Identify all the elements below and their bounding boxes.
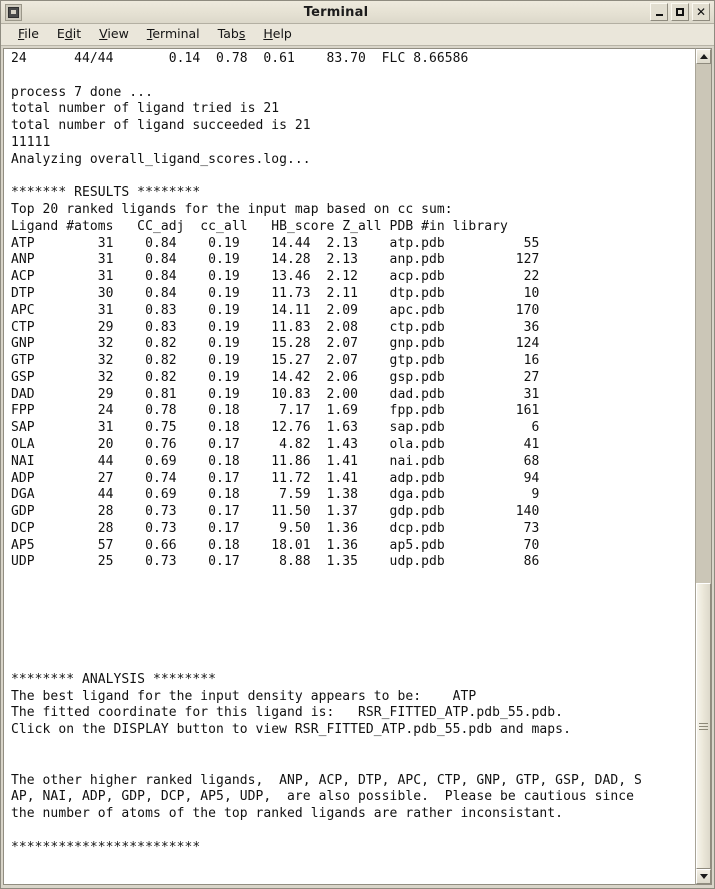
arrow-up-icon bbox=[699, 54, 708, 59]
menu-item-help[interactable]: Help bbox=[256, 25, 299, 44]
terminal-body: 24 44/44 0.14 0.78 0.61 83.70 FLC 8.6658… bbox=[1, 46, 714, 888]
scroll-up-button[interactable] bbox=[696, 49, 711, 64]
menu-item-tabs[interactable]: Tabs bbox=[211, 25, 253, 44]
menu-item-help-mnemonic: H bbox=[263, 26, 273, 41]
menu-item-tabs-pre: Tab bbox=[217, 26, 239, 41]
menu-item-file-mnemonic: F bbox=[18, 26, 25, 41]
arrow-down-icon bbox=[699, 874, 708, 879]
menu-bar: File Edit View Terminal Tabs Help bbox=[1, 24, 714, 46]
terminal-icon[interactable] bbox=[5, 3, 22, 21]
terminal-screen[interactable]: 24 44/44 0.14 0.78 0.61 83.70 FLC 8.6658… bbox=[3, 48, 695, 885]
menu-item-view-post: iew bbox=[107, 26, 129, 41]
terminal-output: 24 44/44 0.14 0.78 0.61 83.70 FLC 8.6658… bbox=[11, 51, 642, 855]
maximize-icon bbox=[676, 8, 684, 16]
vertical-scrollbar[interactable] bbox=[695, 48, 712, 885]
minimize-button[interactable] bbox=[650, 3, 668, 21]
terminal-icon-glyph bbox=[8, 6, 19, 18]
menu-item-file[interactable]: File bbox=[11, 25, 46, 44]
minimize-icon bbox=[655, 13, 663, 16]
window-controls: ✕ bbox=[650, 3, 710, 21]
menu-item-help-post: elp bbox=[272, 26, 292, 41]
menu-item-terminal-mnemonic: T bbox=[146, 26, 153, 41]
scrollbar-trough[interactable] bbox=[696, 64, 711, 869]
menu-item-edit-pre: E bbox=[56, 26, 65, 41]
menu-item-file-post: ile bbox=[24, 26, 39, 41]
menu-item-terminal-post: erminal bbox=[152, 26, 200, 41]
menu-item-view-mnemonic: V bbox=[99, 26, 108, 41]
scroll-down-button[interactable] bbox=[696, 869, 711, 884]
close-icon: ✕ bbox=[695, 4, 707, 19]
maximize-button[interactable] bbox=[671, 3, 689, 21]
window-title: Terminal bbox=[303, 4, 369, 20]
menu-item-edit-mnemonic: d bbox=[64, 26, 73, 41]
menu-item-tabs-mnemonic: s bbox=[238, 26, 246, 41]
grip-icon bbox=[699, 722, 708, 730]
menu-item-terminal[interactable]: Terminal bbox=[140, 25, 207, 44]
scrollbar-thumb[interactable] bbox=[696, 583, 711, 869]
menu-item-view[interactable]: View bbox=[92, 25, 136, 44]
menu-item-edit[interactable]: Edit bbox=[50, 25, 88, 44]
menu-item-edit-post: it bbox=[72, 26, 82, 41]
close-button[interactable]: ✕ bbox=[692, 3, 710, 21]
title-bar[interactable]: Terminal ✕ bbox=[1, 1, 714, 24]
